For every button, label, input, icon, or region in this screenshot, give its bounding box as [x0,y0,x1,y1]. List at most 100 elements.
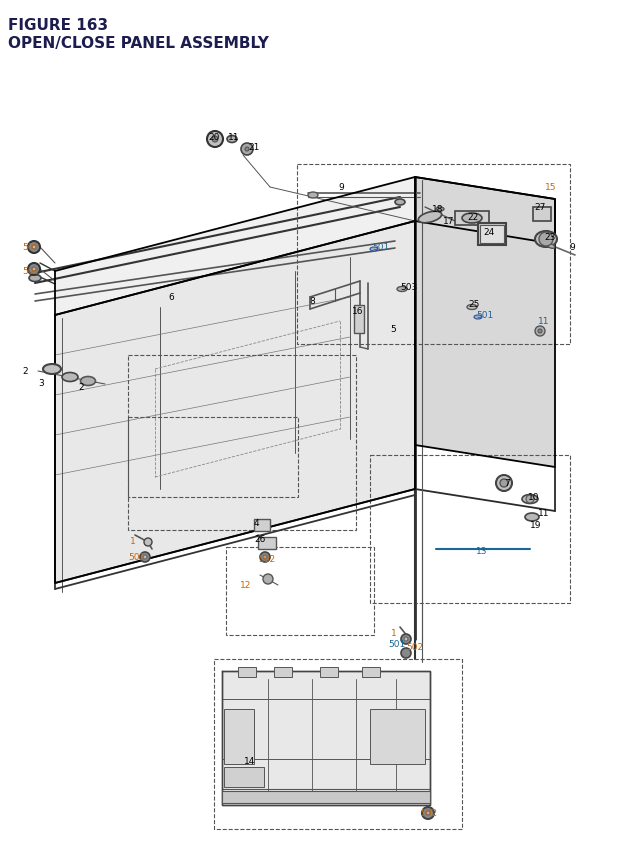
Circle shape [28,263,40,276]
Polygon shape [415,177,555,468]
Circle shape [526,495,534,504]
Text: 4: 4 [254,519,260,528]
Text: 6: 6 [168,293,173,302]
Bar [222,672,430,805]
Text: 501: 501 [372,243,389,252]
Text: 27: 27 [534,203,545,213]
Text: 13: 13 [476,547,488,556]
Circle shape [143,555,147,560]
Circle shape [245,148,249,152]
Polygon shape [55,222,415,583]
Text: 1: 1 [130,537,136,546]
Text: 502: 502 [420,808,437,818]
Polygon shape [55,177,555,316]
Ellipse shape [227,136,237,143]
Text: 11: 11 [538,509,550,518]
Text: 502: 502 [406,643,423,652]
Text: 5: 5 [390,325,396,334]
Text: 501: 501 [476,311,493,320]
Circle shape [28,242,40,254]
Circle shape [500,480,508,487]
Text: 502: 502 [258,554,275,564]
Bar [478,224,506,245]
Bar [320,667,338,678]
Text: 21: 21 [248,143,259,152]
Text: 26: 26 [254,535,266,544]
Circle shape [241,144,253,156]
Text: 502: 502 [22,267,39,276]
Text: 7: 7 [504,479,509,488]
Bar [238,667,256,678]
Ellipse shape [535,232,557,248]
Text: 22: 22 [467,214,478,222]
Bar [354,306,364,333]
Ellipse shape [436,208,444,212]
Ellipse shape [525,513,539,522]
Text: 502: 502 [22,243,39,252]
Bar [297,164,570,344]
Text: 20: 20 [208,133,220,141]
Text: 11: 11 [228,133,239,141]
Bar [258,537,276,549]
Bar [226,548,374,635]
Circle shape [538,330,542,333]
Bar [370,709,425,764]
Text: 3: 3 [38,379,44,388]
Text: 18: 18 [432,205,444,214]
Text: 15: 15 [545,183,557,192]
Circle shape [260,553,270,562]
Bar [224,709,254,764]
Ellipse shape [81,377,95,386]
Bar [533,208,551,222]
Text: 19: 19 [530,521,541,530]
Text: 16: 16 [352,307,364,316]
Text: 11: 11 [538,317,550,326]
Ellipse shape [308,193,318,199]
Text: 501: 501 [388,640,405,648]
Bar [480,226,504,244]
Ellipse shape [29,276,41,282]
Circle shape [32,245,36,250]
Text: 12: 12 [240,581,252,590]
Text: 9: 9 [338,183,344,192]
Bar [370,455,570,604]
Circle shape [401,648,411,659]
Circle shape [404,637,408,641]
Ellipse shape [397,288,407,292]
Ellipse shape [43,364,61,375]
Ellipse shape [395,200,405,206]
Text: FIGURE 163: FIGURE 163 [8,18,108,33]
Ellipse shape [62,373,78,382]
Bar [274,667,292,678]
Circle shape [539,232,553,247]
Text: 23: 23 [544,233,556,242]
Bar [128,418,298,498]
Circle shape [32,268,36,272]
Circle shape [140,553,150,562]
Circle shape [263,555,267,560]
Text: 1: 1 [391,629,397,638]
Circle shape [496,475,512,492]
Text: 14: 14 [244,757,255,765]
Ellipse shape [419,212,442,224]
Text: 502: 502 [128,553,145,562]
Circle shape [401,635,411,644]
Circle shape [263,574,273,585]
Ellipse shape [370,248,378,251]
Text: 2: 2 [22,367,28,376]
Circle shape [207,132,223,148]
Bar [254,519,270,531]
Text: 24: 24 [483,228,494,238]
Text: 8: 8 [309,297,315,307]
Text: 503: 503 [400,283,417,292]
Circle shape [426,811,430,815]
Text: 9: 9 [569,243,575,252]
Ellipse shape [462,214,482,224]
Bar [224,767,264,787]
Text: 2: 2 [78,383,84,392]
Ellipse shape [522,495,538,504]
Text: 25: 25 [468,300,479,309]
Bar [362,667,380,678]
Bar [455,212,489,226]
Circle shape [535,326,545,337]
